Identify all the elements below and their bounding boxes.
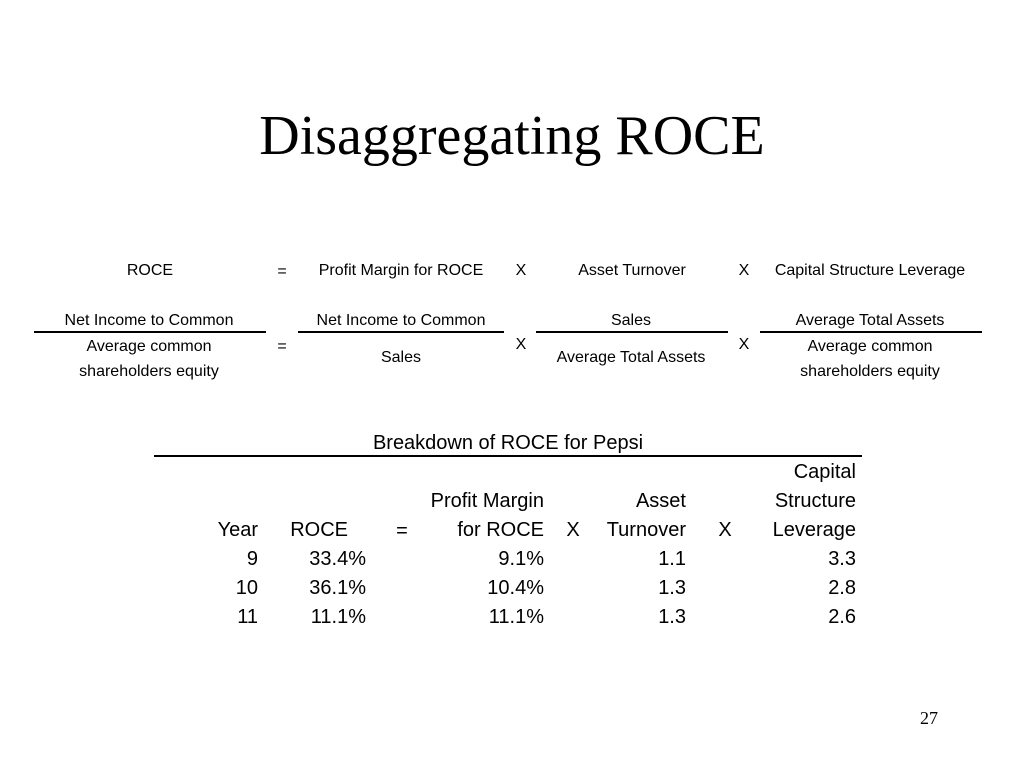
page-number: 27	[920, 708, 938, 728]
table-title: Breakdown of ROCE for Pepsi	[372, 432, 644, 454]
formula-asset-turnover-label: Asset Turnover	[578, 262, 686, 279]
slide-title: Disaggregating ROCE	[259, 105, 765, 167]
profit-margin-fraction-line	[298, 331, 504, 333]
header-roce: ROCE	[290, 519, 348, 541]
header-profit-margin-line-2: for ROCE	[457, 519, 544, 541]
formula-equals-sign: =	[277, 263, 287, 280]
header-asset-turnover-line-1: Asset	[635, 490, 686, 512]
cell-year: 9	[246, 548, 258, 570]
header-times-sign-1: X	[566, 519, 580, 541]
asset-turnover-numerator: Sales	[610, 312, 652, 329]
header-profit-margin-line-1: Profit Margin	[430, 490, 544, 512]
header-year: Year	[217, 519, 258, 541]
cell-roce: 36.1%	[309, 577, 366, 599]
roce-denominator-line-1: Average common	[86, 338, 212, 355]
cell-roce: 33.4%	[309, 548, 366, 570]
formula-profit-margin-label: Profit Margin for ROCE	[318, 262, 484, 279]
roce-numerator: Net Income to Common	[64, 312, 234, 329]
cell-profit-margin: 11.1%	[488, 606, 544, 628]
fraction-times-sign-1: X	[515, 336, 527, 353]
header-capital-structure-line-3: Leverage	[772, 519, 856, 541]
roce-denominator-line-2: shareholders equity	[79, 363, 219, 380]
profit-margin-denominator: Sales	[380, 349, 422, 366]
profit-margin-numerator: Net Income to Common	[316, 312, 486, 329]
capital-structure-denominator-line-2: shareholders equity	[800, 363, 940, 380]
cell-profit-margin: 10.4%	[487, 577, 544, 599]
cell-asset-turnover: 1.1	[658, 548, 686, 570]
cell-capital-structure: 2.8	[828, 577, 856, 599]
cell-asset-turnover: 1.3	[658, 606, 686, 628]
capital-structure-numerator: Average Total Assets	[795, 312, 945, 329]
header-capital-structure-line-2: Structure	[774, 490, 856, 512]
capital-structure-denominator-line-1: Average common	[807, 338, 933, 355]
formula-times-sign-2: X	[738, 262, 750, 279]
formula-times-sign-1: X	[515, 262, 527, 279]
fraction-times-sign-2: X	[738, 336, 750, 353]
header-equals-sign: =	[396, 520, 408, 542]
table-title-rule	[154, 455, 862, 457]
cell-profit-margin: 9.1%	[498, 548, 544, 570]
asset-turnover-fraction-line	[536, 331, 728, 333]
cell-year: 10	[235, 577, 258, 599]
fraction-equals-sign: =	[277, 338, 287, 355]
header-times-sign-2: X	[718, 519, 732, 541]
formula-capital-structure-label: Capital Structure Leverage	[774, 262, 966, 279]
cell-roce: 11.1%	[310, 606, 366, 628]
formula-roce-label: ROCE	[126, 262, 174, 279]
header-capital-structure-line-1: Capital	[793, 461, 856, 483]
asset-turnover-denominator: Average Total Assets	[556, 349, 706, 366]
cell-capital-structure: 3.3	[828, 548, 856, 570]
header-asset-turnover-line-2: Turnover	[606, 519, 686, 541]
cell-asset-turnover: 1.3	[658, 577, 686, 599]
cell-year: 11	[237, 606, 258, 628]
cell-capital-structure: 2.6	[828, 606, 856, 628]
roce-fraction-line	[34, 331, 266, 333]
capital-structure-fraction-line	[760, 331, 982, 333]
